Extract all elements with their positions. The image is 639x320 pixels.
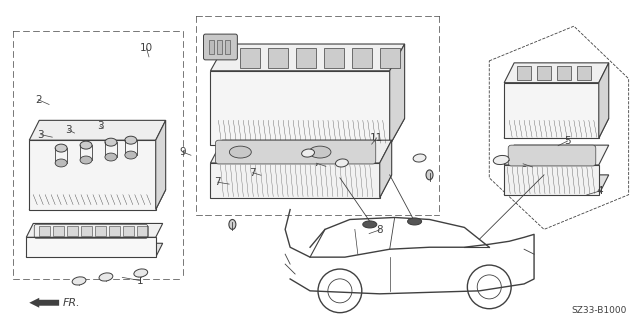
Text: 5: 5	[564, 136, 571, 146]
Text: 10: 10	[140, 43, 153, 53]
Polygon shape	[29, 140, 156, 210]
Polygon shape	[504, 118, 609, 138]
Ellipse shape	[229, 220, 236, 229]
Ellipse shape	[80, 156, 92, 164]
Polygon shape	[390, 44, 404, 145]
Bar	[517, 66, 531, 80]
Bar	[109, 227, 120, 236]
Bar	[380, 48, 399, 68]
Ellipse shape	[125, 136, 137, 144]
Bar	[123, 227, 134, 236]
Text: 9: 9	[180, 147, 186, 157]
FancyBboxPatch shape	[508, 145, 596, 166]
Ellipse shape	[302, 149, 314, 157]
Ellipse shape	[55, 159, 67, 167]
Bar	[81, 227, 92, 236]
Polygon shape	[26, 237, 156, 257]
Ellipse shape	[80, 141, 92, 149]
Ellipse shape	[134, 269, 148, 277]
Text: SZ33-B1000: SZ33-B1000	[571, 306, 626, 315]
Bar	[537, 66, 551, 80]
Bar	[137, 227, 148, 236]
Bar	[226, 40, 231, 54]
Ellipse shape	[335, 159, 348, 167]
Bar	[577, 66, 591, 80]
Polygon shape	[29, 190, 166, 210]
Polygon shape	[156, 120, 166, 210]
Bar	[217, 40, 222, 54]
Polygon shape	[29, 120, 166, 140]
Bar	[210, 40, 215, 54]
Ellipse shape	[426, 170, 433, 180]
FancyArrow shape	[29, 298, 59, 308]
Ellipse shape	[99, 273, 113, 281]
Bar	[296, 48, 316, 68]
Ellipse shape	[413, 154, 426, 162]
Text: 1: 1	[137, 276, 143, 285]
Ellipse shape	[105, 138, 117, 146]
Polygon shape	[210, 163, 380, 198]
Ellipse shape	[229, 146, 251, 158]
FancyBboxPatch shape	[215, 140, 376, 164]
Polygon shape	[380, 140, 392, 198]
Text: 7: 7	[313, 158, 320, 168]
Polygon shape	[504, 165, 599, 195]
Text: 8: 8	[376, 225, 383, 235]
Polygon shape	[210, 118, 404, 145]
Bar	[324, 48, 344, 68]
Polygon shape	[26, 243, 163, 257]
FancyBboxPatch shape	[203, 34, 237, 60]
Ellipse shape	[72, 277, 86, 285]
Bar	[67, 227, 78, 236]
Polygon shape	[504, 63, 609, 83]
Polygon shape	[504, 175, 609, 195]
Ellipse shape	[105, 153, 117, 161]
Polygon shape	[210, 175, 392, 198]
Polygon shape	[504, 145, 609, 165]
Ellipse shape	[493, 156, 509, 164]
Text: 3: 3	[96, 121, 104, 131]
Text: 3: 3	[38, 130, 44, 140]
Bar	[240, 48, 260, 68]
Text: 11: 11	[370, 133, 383, 143]
Bar	[39, 227, 50, 236]
Text: 7: 7	[215, 177, 221, 187]
Text: 6: 6	[520, 159, 527, 169]
Polygon shape	[599, 63, 609, 138]
Bar	[53, 227, 64, 236]
Text: 2: 2	[35, 95, 42, 105]
Polygon shape	[210, 44, 404, 71]
Ellipse shape	[125, 151, 137, 159]
Bar	[268, 48, 288, 68]
Bar	[557, 66, 571, 80]
Bar	[352, 48, 372, 68]
Ellipse shape	[309, 146, 331, 158]
Text: 7: 7	[249, 168, 256, 178]
Polygon shape	[210, 71, 390, 145]
Ellipse shape	[55, 144, 67, 152]
Ellipse shape	[363, 221, 377, 228]
Bar	[95, 227, 106, 236]
Text: FR.: FR.	[63, 298, 81, 308]
Polygon shape	[504, 83, 599, 138]
Ellipse shape	[408, 218, 422, 225]
Text: 4: 4	[596, 186, 603, 196]
Polygon shape	[26, 223, 163, 237]
Text: 3: 3	[65, 125, 72, 135]
Polygon shape	[210, 140, 392, 163]
